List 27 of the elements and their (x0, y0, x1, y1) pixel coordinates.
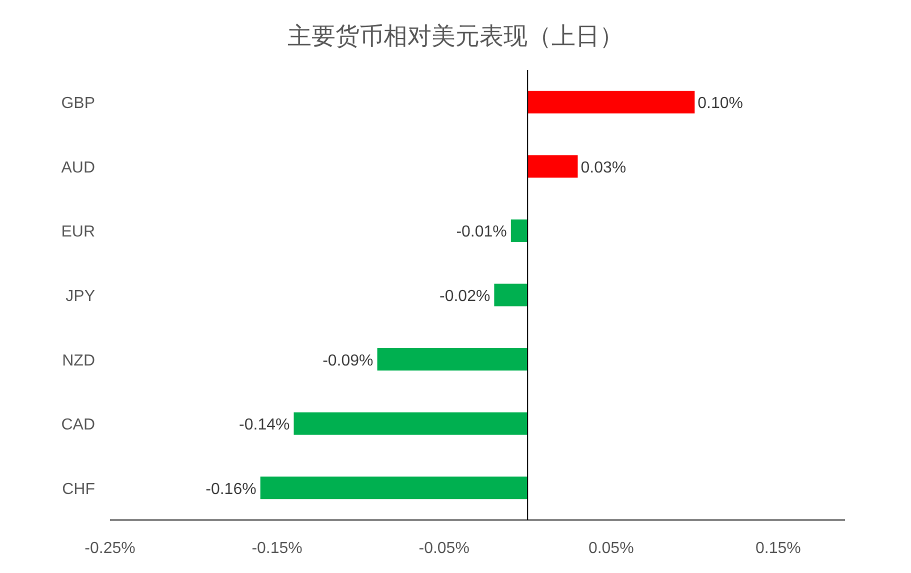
bar (294, 412, 528, 435)
bar (528, 90, 695, 114)
y-tick-label: EUR (61, 224, 95, 241)
y-tick-label: GBP (61, 95, 95, 112)
chart-title: 主要货币相对美元表现（上日） (288, 23, 624, 50)
bar (494, 284, 528, 306)
bar (528, 155, 578, 178)
x-tick-label: -0.05% (418, 540, 470, 557)
data-label: -0.02% (440, 288, 490, 305)
data-label: 0.10% (698, 95, 744, 112)
bar (377, 348, 528, 371)
bar (510, 219, 528, 242)
y-tick-label: JPY (66, 288, 96, 305)
x-tick-label: 0.05% (588, 540, 634, 557)
data-label: -0.14% (239, 416, 290, 434)
y-tick-label: AUD (61, 159, 95, 176)
data-label: 0.03% (580, 159, 626, 176)
y-tick-label: CHF (62, 480, 96, 498)
x-tick-label: -0.25% (84, 540, 136, 557)
x-tick-label: -0.15% (252, 540, 302, 557)
x-tick-label: 0.15% (755, 540, 801, 557)
y-tick-label: NZD (62, 352, 95, 370)
data-label: -0.01% (456, 224, 507, 241)
data-label: -0.09% (322, 352, 374, 370)
data-label: -0.16% (206, 480, 256, 498)
bar (260, 476, 528, 500)
y-tick-label: CAD (61, 416, 95, 434)
